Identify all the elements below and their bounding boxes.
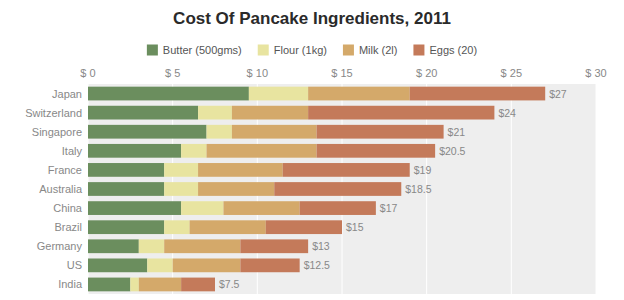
category-label: Germany	[37, 240, 83, 252]
category-label: Singapore	[32, 126, 82, 138]
total-label: $24	[498, 107, 516, 119]
bar-segment	[88, 87, 249, 101]
bar-segment	[88, 239, 139, 253]
bar-segment	[164, 163, 198, 177]
bar-segment	[88, 144, 181, 158]
bar-segment	[88, 106, 198, 120]
total-label: $15	[346, 221, 364, 233]
category-label: Italy	[62, 145, 83, 157]
total-label: $20.5	[439, 145, 465, 157]
bar-segment	[198, 182, 274, 196]
tick-label: $ 15	[331, 67, 352, 79]
legend-label: Flour (1kg)	[274, 44, 327, 56]
bar-segment	[88, 278, 130, 292]
total-label: $19	[414, 164, 432, 176]
bar-segment	[207, 125, 232, 139]
bar-segment	[164, 220, 189, 234]
legend-label: Milk (2l)	[359, 44, 398, 56]
total-label: $7.5	[219, 278, 240, 290]
bar-segment	[190, 220, 266, 234]
category-label: Australia	[39, 183, 83, 195]
bar-segment	[181, 144, 206, 158]
total-label: $12.5	[304, 259, 330, 271]
category-label: India	[58, 278, 83, 290]
bar-segment	[198, 163, 283, 177]
bar-segment	[88, 182, 164, 196]
bar-segment	[88, 220, 164, 234]
total-label: $13	[312, 240, 330, 252]
bar-segment	[232, 106, 308, 120]
bar-segment	[88, 201, 181, 215]
tick-label: $ 20	[416, 67, 437, 79]
category-label: France	[48, 164, 82, 176]
bar-segment	[164, 182, 198, 196]
legend-label: Butter (500gms)	[163, 44, 242, 56]
bar-segment	[181, 201, 223, 215]
bar-segment	[283, 163, 410, 177]
tick-label: $ 10	[247, 67, 268, 79]
bar-segment	[308, 106, 494, 120]
bar-segment	[300, 201, 376, 215]
legend: Butter (500gms) Flour (1kg) Milk (2l) Eggs …	[147, 44, 477, 56]
plot-background	[88, 84, 596, 294]
legend-item: Flour (1kg)	[258, 44, 327, 56]
bar-segment	[88, 163, 164, 177]
category-label: Japan	[52, 88, 82, 100]
bar-segment	[274, 182, 401, 196]
total-label: $27	[549, 88, 567, 100]
tick-label: $ 30	[585, 67, 606, 79]
category-label: Switzerland	[25, 107, 82, 119]
legend-item: Milk (2l)	[343, 44, 398, 56]
legend-swatch	[147, 45, 158, 56]
legend-item: Butter (500gms)	[147, 44, 242, 56]
bar-segment	[317, 144, 436, 158]
y-axis: Japan Switzerland Singapore Italy France Aust…	[25, 88, 83, 291]
title: Cost Of Pancake Ingredients, 2011	[173, 9, 451, 28]
bar-segment	[249, 87, 308, 101]
bar-segment	[240, 239, 308, 253]
tick-label: $ 5	[165, 67, 180, 79]
bar-segment	[207, 144, 317, 158]
category-label: China	[53, 202, 83, 214]
category-label: US	[67, 259, 82, 271]
bar-segment	[240, 258, 299, 272]
grid	[88, 84, 596, 294]
bar-segment	[308, 87, 410, 101]
total-label: $17	[380, 202, 398, 214]
total-label: $21	[448, 126, 466, 138]
legend-swatch	[258, 45, 269, 56]
tick-label: $ 0	[80, 67, 95, 79]
bar-segment	[139, 278, 181, 292]
bars	[88, 87, 545, 292]
bar-segment	[139, 239, 164, 253]
category-label: Brazil	[54, 221, 82, 233]
bar-segment	[317, 125, 444, 139]
legend-item: Eggs (20)	[413, 44, 477, 56]
tick-label: $ 25	[501, 67, 522, 79]
bar-segment	[223, 201, 299, 215]
grid-line	[596, 84, 597, 294]
chart: Cost Of Pancake Ingredients, 2011$ 0$ 5$…	[0, 0, 624, 300]
legend-label: Eggs (20)	[429, 44, 477, 56]
bar-segment	[88, 125, 207, 139]
legend-swatch	[343, 45, 354, 56]
bar-segment	[173, 258, 241, 272]
bar-segment	[181, 278, 215, 292]
bar-segment	[164, 239, 240, 253]
bar-segment	[198, 106, 232, 120]
bar-segment	[130, 278, 138, 292]
x-axis: $ 0 $ 5 $ 10 $ 15 $ 20 $ 25 $ 30	[80, 67, 606, 79]
bar-segment	[410, 87, 545, 101]
bar-segment	[266, 220, 342, 234]
total-labels: $27 $24 $21 $20.5 $19 $18.5 $17 $15 $13 $12.5 $7.5	[219, 88, 567, 291]
total-label: $18.5	[405, 183, 431, 195]
bar-segment	[147, 258, 172, 272]
bar-segment	[88, 258, 147, 272]
bar-segment	[232, 125, 317, 139]
legend-swatch	[413, 45, 424, 56]
